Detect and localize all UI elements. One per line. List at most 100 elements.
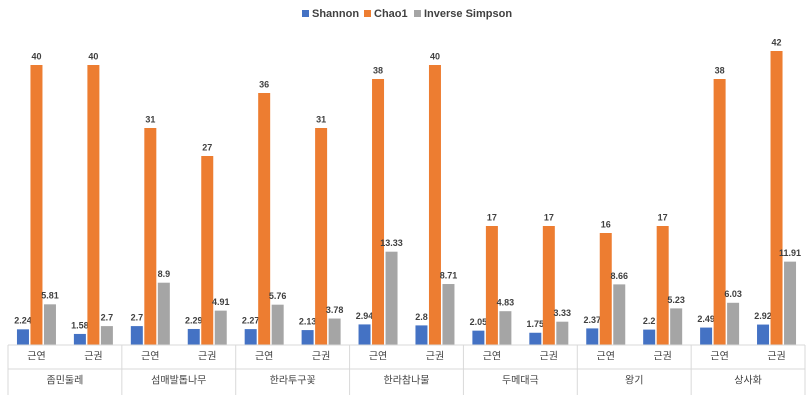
bar (315, 128, 328, 345)
bar (656, 226, 669, 345)
value-label: 38 (715, 65, 725, 75)
bar (757, 324, 770, 345)
bar (670, 308, 683, 345)
x-tick-label: 근연 (483, 351, 501, 363)
bar (157, 282, 170, 345)
bar (73, 333, 86, 345)
x-tick-label: 근권 (312, 351, 330, 363)
x-tick-label: 근연 (27, 351, 45, 363)
value-label: 8.66 (610, 271, 628, 281)
value-label: 2.05 (470, 317, 488, 327)
bar (328, 318, 341, 345)
value-label: 2.94 (356, 311, 374, 321)
value-label: 8.9 (158, 269, 171, 279)
value-label: 27 (202, 142, 212, 152)
legend-swatch (302, 10, 309, 17)
value-label: 16 (601, 219, 611, 229)
bar (499, 311, 512, 345)
bar (358, 324, 371, 345)
bar (428, 65, 441, 345)
bar (472, 330, 485, 345)
bar (556, 321, 569, 345)
bar (542, 226, 555, 345)
group-label: 왕기 (625, 375, 643, 387)
legend-label: Chao1 (374, 8, 408, 20)
bar (529, 332, 542, 345)
x-tick-label: 근권 (653, 351, 671, 363)
value-label: 17 (658, 212, 668, 222)
value-label: 2.49 (697, 314, 715, 324)
bar (16, 329, 29, 345)
x-tick-label: 근권 (198, 351, 216, 363)
value-label: 8.71 (440, 270, 458, 280)
value-label: 2.27 (242, 315, 260, 325)
group-label: 한라참나물 (384, 375, 430, 387)
value-label: 2.13 (299, 316, 317, 326)
bar (485, 226, 498, 345)
x-tick-label: 근연 (369, 351, 387, 363)
value-label: 36 (259, 79, 269, 89)
x-tick-label: 근권 (767, 351, 785, 363)
value-label: 13.33 (380, 238, 403, 248)
x-tick-label: 근권 (426, 351, 444, 363)
value-label: 2.7 (131, 312, 144, 322)
bar (144, 128, 157, 345)
value-label: 2.24 (14, 316, 32, 326)
x-tick-label: 근연 (597, 351, 615, 363)
value-label: 2.29 (185, 315, 203, 325)
bar (770, 51, 783, 345)
value-label: 11.91 (779, 248, 801, 258)
group-label: 상사화 (734, 375, 762, 387)
value-label: 3.33 (554, 308, 572, 318)
bar (586, 328, 599, 345)
bar (100, 326, 113, 345)
legend-label: Shannon (312, 8, 359, 20)
value-label: 2.7 (101, 312, 114, 322)
bar (372, 79, 385, 345)
value-label: 38 (373, 65, 383, 75)
value-label: 2.37 (583, 315, 601, 325)
value-label: 2.8 (415, 312, 428, 322)
bar (700, 327, 713, 345)
group-label: 두메대극 (502, 375, 539, 387)
bar (713, 79, 726, 345)
group-label: 한라투구꽃 (270, 375, 316, 387)
value-label: 2.2 (643, 316, 656, 326)
bar (599, 233, 612, 345)
value-label: 1.75 (527, 319, 545, 329)
legend-label: Inverse Simpson (424, 8, 512, 20)
legend-swatch (364, 10, 371, 17)
value-label: 2.92 (754, 311, 772, 321)
value-label: 17 (487, 212, 497, 222)
value-label: 4.83 (497, 298, 515, 308)
value-label: 17 (544, 212, 554, 222)
value-label: 5.76 (269, 291, 287, 301)
bar (613, 284, 626, 345)
x-tick-label: 근연 (141, 351, 159, 363)
value-label: 5.23 (667, 295, 685, 305)
value-label: 40 (430, 51, 440, 61)
bar (43, 304, 56, 345)
value-label: 4.91 (212, 297, 230, 307)
bar (442, 284, 455, 345)
bar (201, 156, 214, 345)
bar (271, 304, 284, 345)
value-label: 1.58 (71, 320, 89, 330)
bar (415, 325, 428, 345)
bar (301, 330, 314, 345)
bar (258, 93, 271, 345)
legend-swatch (414, 10, 421, 17)
value-label: 40 (31, 51, 41, 61)
value-label: 3.78 (326, 305, 344, 315)
bar (214, 310, 227, 345)
value-label: 31 (316, 114, 326, 124)
x-tick-label: 근연 (710, 351, 728, 363)
group-label: 섬매발톱나무 (151, 375, 206, 387)
bar (784, 261, 797, 345)
bar (187, 328, 200, 345)
bar (87, 65, 100, 345)
value-label: 42 (772, 37, 782, 47)
x-tick-label: 근연 (255, 351, 273, 363)
